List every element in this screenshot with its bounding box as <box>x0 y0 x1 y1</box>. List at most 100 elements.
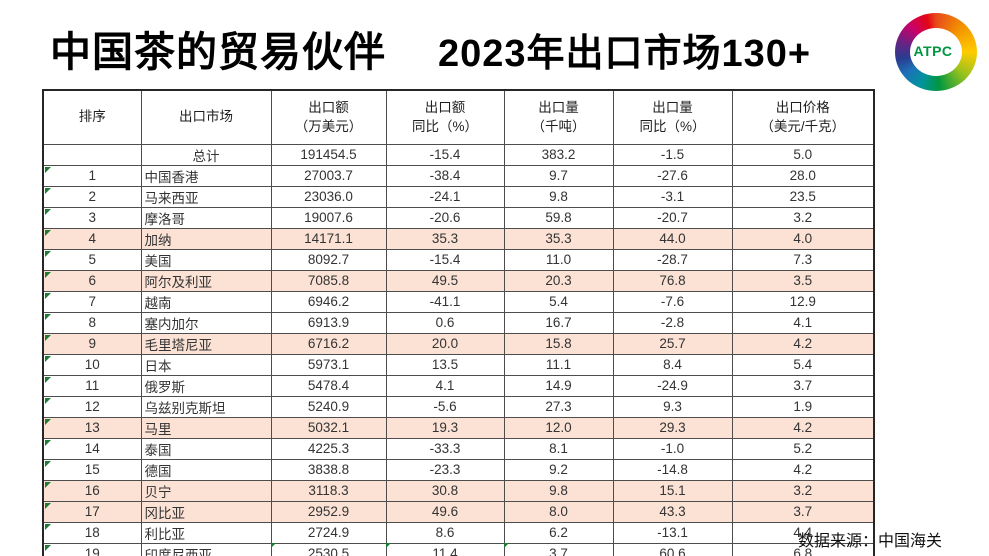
cell-volume: 8.1 <box>503 437 614 460</box>
cell-export-value: 191454.5 <box>270 143 387 166</box>
table-row: 3 摩洛哥 19007.6 -20.6 59.8 -20.7 3.2 <box>42 206 875 229</box>
cell-volume: 11.1 <box>503 353 614 376</box>
excel-flag-icon <box>45 481 51 488</box>
cell-volume-yoy: 15.1 <box>612 479 733 502</box>
table-row: 4 加纳 14171.1 35.3 35.3 44.0 4.0 <box>42 227 875 250</box>
excel-flag-icon <box>45 187 51 194</box>
excel-flag-icon <box>386 543 391 548</box>
cell-value-yoy: -20.6 <box>385 206 505 229</box>
cell-price: 4.2 <box>731 416 875 439</box>
cell-market: 乌兹别克斯坦 <box>140 395 272 418</box>
logo-text: ATPC <box>913 43 953 59</box>
cell-rank: 6 <box>42 269 142 292</box>
cell-volume: 5.4 <box>503 290 614 313</box>
excel-flag-icon <box>45 271 51 278</box>
trade-table-wrap: 排序 出口市场 出口额 （万美元） 出口额 同比（%） 出口量 （千吨） 出口量 同比（%） 出口价… <box>42 89 875 556</box>
cell-rank: 19 <box>42 542 142 556</box>
cell-export-value: 7085.8 <box>270 269 387 292</box>
logo-swirl-icon <box>895 13 977 91</box>
excel-flag-icon <box>45 355 51 362</box>
cell-volume-yoy: -20.7 <box>612 206 733 229</box>
cell-rank: 18 <box>42 521 142 544</box>
cell-market: 阿尔及利亚 <box>140 269 272 292</box>
column-header: 出口额 （万美元） <box>270 89 387 145</box>
cell-price: 5.2 <box>731 437 875 460</box>
cell-price: 3.7 <box>731 374 875 397</box>
excel-flag-icon <box>45 292 51 299</box>
cell-volume-yoy: 9.3 <box>612 395 733 418</box>
cell-market: 越南 <box>140 290 272 313</box>
cell-value-yoy: -15.4 <box>385 143 505 166</box>
cell-value-yoy: -23.3 <box>385 458 505 481</box>
cell-volume: 383.2 <box>503 143 614 166</box>
cell-export-value: 6716.2 <box>270 332 387 355</box>
cell-market: 日本 <box>140 353 272 376</box>
table-row: 14 泰国 4225.3 -33.3 8.1 -1.0 5.2 <box>42 437 875 460</box>
cell-value-yoy: 4.1 <box>385 374 505 397</box>
cell-volume: 35.3 <box>503 227 614 250</box>
cell-market: 利比亚 <box>140 521 272 544</box>
cell-rank: 1 <box>42 164 142 187</box>
cell-volume: 14.9 <box>503 374 614 397</box>
cell-export-value: 2724.9 <box>270 521 387 544</box>
excel-flag-icon <box>45 250 51 257</box>
cell-value-yoy: 35.3 <box>385 227 505 250</box>
page-subtitle: 2023年出口市场130+ <box>438 33 812 75</box>
cell-export-value: 5973.1 <box>270 353 387 376</box>
cell-volume: 8.0 <box>503 500 614 523</box>
table-row: 19 印度尼西亚 2530.5 11.4 3.7 60.6 6.8 <box>42 542 875 556</box>
cell-price: 3.7 <box>731 500 875 523</box>
cell-volume-yoy: -27.6 <box>612 164 733 187</box>
cell-market: 美国 <box>140 248 272 271</box>
cell-value-yoy: 13.5 <box>385 353 505 376</box>
cell-rank: 2 <box>42 185 142 208</box>
cell-market: 贝宁 <box>140 479 272 502</box>
table-row: 2 马来西亚 23036.0 -24.1 9.8 -3.1 23.5 <box>42 185 875 208</box>
cell-export-value: 6913.9 <box>270 311 387 334</box>
table-row: 15 德国 3838.8 -23.3 9.2 -14.8 4.2 <box>42 458 875 481</box>
cell-volume-yoy: 29.3 <box>612 416 733 439</box>
cell-rank: 11 <box>42 374 142 397</box>
cell-market: 冈比亚 <box>140 500 272 523</box>
table-row: 总计 191454.5 -15.4 383.2 -1.5 5.0 <box>42 143 875 166</box>
cell-rank: 8 <box>42 311 142 334</box>
cell-export-value: 8092.7 <box>270 248 387 271</box>
cell-value-yoy: 11.4 <box>385 542 505 556</box>
cell-volume: 9.2 <box>503 458 614 481</box>
column-header: 排序 <box>42 89 142 145</box>
cell-value-yoy: 49.6 <box>385 500 505 523</box>
cell-market: 中国香港 <box>140 164 272 187</box>
cell-value-yoy: 30.8 <box>385 479 505 502</box>
excel-flag-icon <box>45 208 51 215</box>
cell-volume-yoy: 60.6 <box>612 542 733 556</box>
cell-value-yoy: -38.4 <box>385 164 505 187</box>
table-row: 5 美国 8092.7 -15.4 11.0 -28.7 7.3 <box>42 248 875 271</box>
excel-flag-icon <box>271 543 276 548</box>
excel-flag-icon <box>45 439 51 446</box>
cell-value-yoy: 8.6 <box>385 521 505 544</box>
table-header: 排序 出口市场 出口额 （万美元） 出口额 同比（%） 出口量 （千吨） 出口量 同比（%） 出口价… <box>42 89 875 145</box>
cell-market: 塞内加尔 <box>140 311 272 334</box>
cell-volume: 59.8 <box>503 206 614 229</box>
cell-price: 5.4 <box>731 353 875 376</box>
column-header: 出口市场 <box>140 89 272 145</box>
cell-value-yoy: 20.0 <box>385 332 505 355</box>
cell-export-value: 6946.2 <box>270 290 387 313</box>
cell-price: 4.1 <box>731 311 875 334</box>
cell-value-yoy: -15.4 <box>385 248 505 271</box>
cell-market: 印度尼西亚 <box>140 542 272 556</box>
cell-price: 3.2 <box>731 479 875 502</box>
cell-volume-yoy: -3.1 <box>612 185 733 208</box>
cell-volume: 3.7 <box>503 542 614 556</box>
cell-value-yoy: -24.1 <box>385 185 505 208</box>
cell-rank: 7 <box>42 290 142 313</box>
cell-export-value: 4225.3 <box>270 437 387 460</box>
excel-flag-icon <box>45 376 51 383</box>
cell-market: 加纳 <box>140 227 272 250</box>
cell-market: 马里 <box>140 416 272 439</box>
excel-flag-icon <box>504 543 509 548</box>
cell-volume: 16.7 <box>503 311 614 334</box>
cell-price: 4.0 <box>731 227 875 250</box>
cell-price: 4.2 <box>731 458 875 481</box>
cell-volume-yoy: -14.8 <box>612 458 733 481</box>
